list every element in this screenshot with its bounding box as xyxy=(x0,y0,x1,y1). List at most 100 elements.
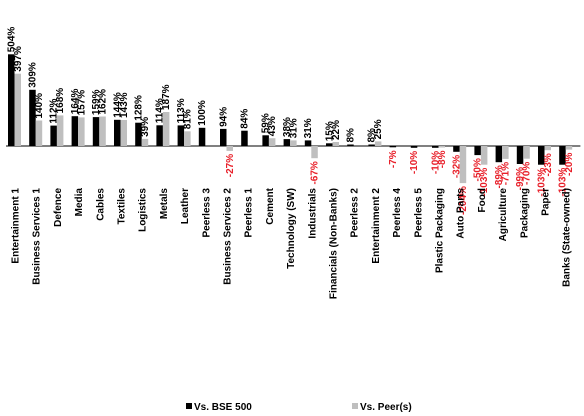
category-label-17: Entertainment 2 xyxy=(371,188,382,264)
value-label-peers-21: -204% xyxy=(458,186,469,215)
value-label-bse500-0: 504% xyxy=(6,27,17,53)
value-label-bse500-8: 113% xyxy=(176,98,187,123)
bar-bse500-1 xyxy=(29,89,36,146)
bar-bse500-5 xyxy=(114,119,121,146)
value-label-bse500-24: -99% xyxy=(515,167,526,190)
bar-peers-15 xyxy=(332,142,339,146)
value-label-bse500-21: -32% xyxy=(451,155,462,178)
value-label-bse500-9: 100% xyxy=(197,100,208,126)
value-label-bse500-5: 144% xyxy=(112,92,123,118)
bar-bse500-2 xyxy=(50,125,57,146)
bar-bse500-19 xyxy=(410,146,418,148)
value-label-peers-26: -20% xyxy=(564,153,575,176)
bar-peers-25 xyxy=(544,146,551,151)
bar-peers-12 xyxy=(268,138,276,146)
bar-bse500-24 xyxy=(516,146,524,164)
category-label-15: Financials (Non-Banks) xyxy=(329,188,340,299)
bar-peers-6 xyxy=(141,138,149,146)
value-label-bse500-12: 59% xyxy=(261,113,272,133)
value-label-peers-6: 39% xyxy=(140,117,151,137)
value-label-peers-13: 31% xyxy=(288,118,299,138)
bar-bse500-9 xyxy=(198,127,206,146)
bar-bse500-8 xyxy=(177,125,185,146)
category-label-12: Cement xyxy=(265,187,276,224)
category-label-23: Agriculture xyxy=(498,188,509,242)
value-label-bse500-4: 159% xyxy=(91,89,102,115)
value-label-peers-20: -8% xyxy=(437,150,448,168)
bar-bse500-16 xyxy=(347,144,354,146)
bar-bse500-0 xyxy=(8,54,15,146)
category-label-2: Defence xyxy=(53,188,64,227)
bar-bse500-22 xyxy=(474,146,481,156)
bar-bse500-15 xyxy=(326,143,333,146)
bar-peers-3 xyxy=(78,117,85,146)
category-label-21: Auto Parts xyxy=(456,188,467,239)
value-label-bse500-17: 8% xyxy=(367,128,378,143)
bar-peers-13 xyxy=(290,140,297,146)
bar-bse500-26 xyxy=(559,146,566,165)
value-label-bse500-18: -7% xyxy=(388,150,399,168)
bar-bse500-10 xyxy=(220,128,227,146)
value-label-peers-25: -23% xyxy=(543,153,554,176)
category-label-18: Peerless 4 xyxy=(392,188,403,238)
value-label-peers-8: 81% xyxy=(182,109,193,129)
bar-peers-1 xyxy=(35,120,43,146)
value-label-bse500-26: -103% xyxy=(557,168,568,197)
bar-bse500-20 xyxy=(432,146,439,148)
value-label-peers-12: 43% xyxy=(267,116,278,136)
category-label-22: Food xyxy=(477,188,488,212)
value-label-peers-23: -71% xyxy=(500,162,511,185)
value-label-bse500-23: -89% xyxy=(494,165,505,188)
value-label-peers-0: 397% xyxy=(13,46,24,72)
category-label-11: Peerless 1 xyxy=(244,188,255,238)
category-label-6: Logistics xyxy=(138,188,149,232)
category-label-16: Peerless 2 xyxy=(350,188,361,238)
bar-bse500-11 xyxy=(241,130,248,146)
value-label-bse500-14: 31% xyxy=(303,118,314,138)
value-label-bse500-15: 15% xyxy=(324,121,335,141)
category-label-19: Peerless 5 xyxy=(413,188,424,238)
category-label-5: Textiles xyxy=(117,188,128,225)
bar-bse500-23 xyxy=(495,146,503,163)
value-label-peers-2: 168% xyxy=(55,88,66,114)
value-label-bse500-20: -10% xyxy=(430,151,441,174)
value-label-bse500-10: 94% xyxy=(218,107,229,127)
bar-peers-2 xyxy=(56,115,64,146)
bar-peers-20 xyxy=(438,146,445,148)
category-label-13: Technology (SW) xyxy=(286,188,297,269)
value-label-peers-7: 187% xyxy=(161,84,172,110)
category-label-25: Paper xyxy=(541,188,552,216)
legend-swatch-bse500 xyxy=(186,403,192,409)
value-labels-group: 504%397% 309% 140% 112%168% 164%157% 159%162%… xyxy=(6,27,575,215)
value-label-peers-22: -103% xyxy=(479,168,490,197)
legend-swatch-peers xyxy=(352,403,358,409)
category-label-4: Cables xyxy=(95,188,106,221)
bar-peers-7 xyxy=(162,112,170,146)
category-label-14: Industrials xyxy=(307,188,318,239)
bar-bse500-3 xyxy=(71,116,79,146)
value-label-peers-3: 157% xyxy=(76,90,87,116)
bar-bse500-4 xyxy=(92,117,100,146)
category-label-20: Plastic Packaging xyxy=(435,188,446,273)
value-label-peers-17: 25% xyxy=(373,119,384,139)
bar-bse500-18 xyxy=(389,146,397,148)
value-label-bse500-19: -10% xyxy=(409,151,420,174)
value-label-bse500-22: -50% xyxy=(473,158,484,181)
value-label-bse500-7: 114% xyxy=(155,98,166,123)
bars-group xyxy=(8,54,573,184)
category-label-10: Business Services 2 xyxy=(223,188,234,285)
bar-bse500-6 xyxy=(135,122,142,146)
value-label-bse500-16: 8% xyxy=(345,128,356,143)
value-label-peers-10: -27% xyxy=(225,154,236,177)
bar-bse500-14 xyxy=(304,140,312,146)
bar-bse500-21 xyxy=(453,146,460,152)
category-label-7: Metals xyxy=(159,188,170,220)
bar-peers-21 xyxy=(459,146,467,184)
value-label-bse500-3: 164% xyxy=(70,89,81,115)
value-label-bse500-6: 128% xyxy=(133,95,144,121)
bar-peers-22 xyxy=(480,146,488,165)
bar-bse500-17 xyxy=(368,144,375,146)
bar-bse500-25 xyxy=(538,146,545,165)
value-label-bse500-25: -103% xyxy=(536,168,547,197)
